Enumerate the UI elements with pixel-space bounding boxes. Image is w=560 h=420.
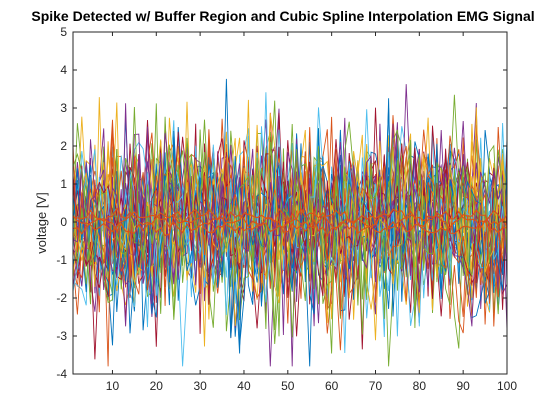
x-ticks: 10 20 30 40 50 60 70 80 90 100 [106,32,517,393]
chart-title: Spike Detected w/ Buffer Region and Cubi… [31,8,534,24]
emg-trace [72,106,508,354]
x-tick-label: 50 [281,379,295,393]
x-tick-label: 40 [237,379,251,393]
x-tick-label: 90 [456,379,470,393]
x-tick-label: 30 [193,379,207,393]
smooth-trace [72,206,508,238]
y-tick-label: 3 [60,101,67,115]
y-tick-label: -4 [56,367,67,381]
y-ticks: -4 -3 -2 -1 0 1 2 3 4 5 [56,25,507,381]
x-tick-label: 20 [150,379,164,393]
y-tick-label: 0 [60,215,67,229]
emg-trace [72,107,508,329]
x-tick-label: 10 [106,379,120,393]
y-tick-label: 5 [60,25,67,39]
smooth-trace [72,207,508,235]
x-tick-label: 80 [413,379,427,393]
axes-frame [72,31,508,375]
y-tick-label: -1 [56,253,67,267]
x-tick-label: 100 [497,379,517,393]
y-tick-label: -3 [56,329,67,343]
y-tick-label: 4 [60,63,67,77]
x-tick-label: 70 [369,379,383,393]
y-tick-label: 1 [60,177,67,191]
x-tick-label: 60 [325,379,339,393]
plot-lines [72,78,508,367]
y-tick-label: -2 [56,291,67,305]
y-tick-label: 2 [60,139,67,153]
y-axis-label: voltage [V] [34,192,49,253]
axes-box [72,31,508,375]
